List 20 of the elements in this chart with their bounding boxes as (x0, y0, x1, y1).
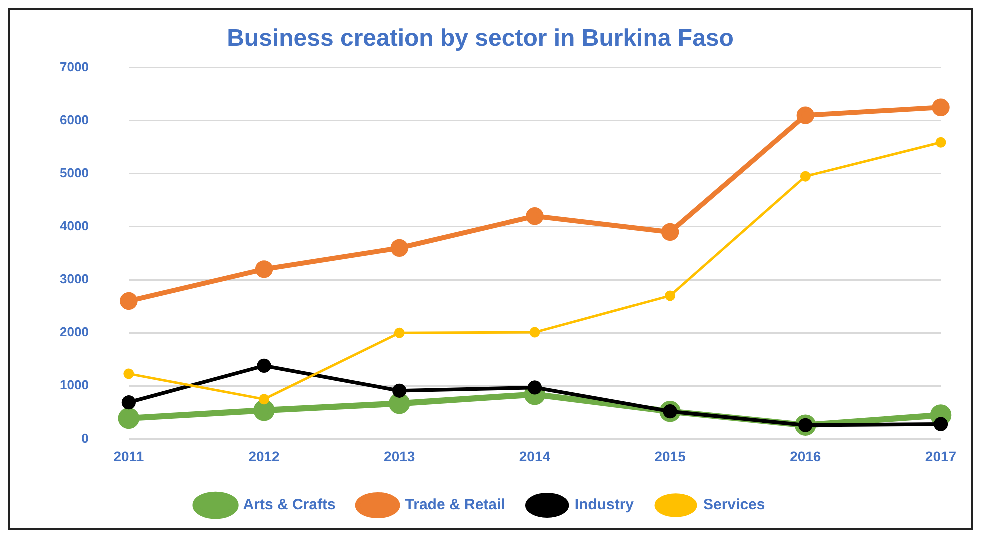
y-tick-label: 0 (82, 430, 89, 446)
x-tick-label: 2016 (790, 448, 822, 464)
x-tick-label: 2014 (519, 448, 551, 464)
y-tick-label: 1000 (60, 378, 89, 393)
y-tick-label: 2000 (60, 324, 89, 340)
x-tick-label: 2012 (248, 448, 280, 464)
y-tick-label: 4000 (60, 218, 89, 234)
x-tick-label: 2011 (114, 448, 144, 464)
y-tick-label: 3000 (60, 272, 89, 287)
x-tick-label: 2013 (384, 448, 416, 464)
y-tick-label: 6000 (60, 112, 89, 128)
legend-label: Services (704, 496, 766, 514)
y-tick-label: 5000 (60, 165, 89, 180)
legend-label: Industry (574, 496, 635, 514)
legend-label: Trade & Retail (405, 496, 506, 514)
x-tick-label: 2017 (925, 448, 957, 464)
chart-title: Business creation by sector in Burkina Faso (227, 25, 734, 52)
y-tick-label: 7000 (60, 59, 89, 74)
legend-label: Arts & Crafts (243, 496, 336, 514)
x-tick-label: 2015 (654, 448, 686, 464)
